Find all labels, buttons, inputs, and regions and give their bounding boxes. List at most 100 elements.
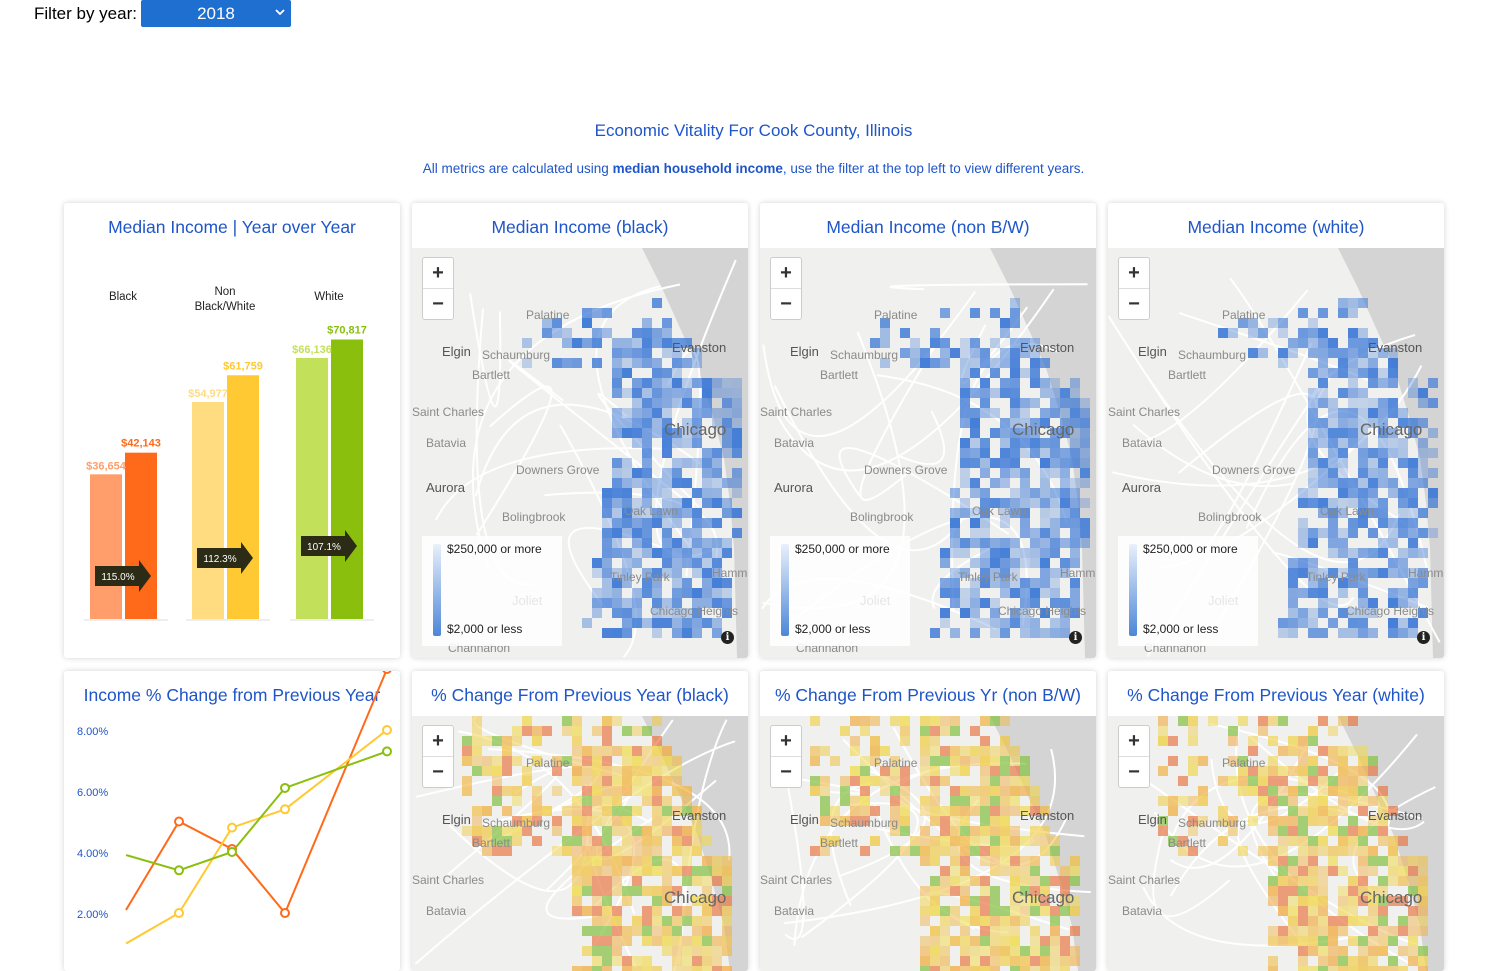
data-point[interactable] <box>227 847 237 857</box>
data-point[interactable] <box>382 671 392 674</box>
map-cell <box>502 766 512 776</box>
zoom-in-button[interactable]: + <box>780 729 792 752</box>
data-point[interactable] <box>174 865 184 876</box>
data-point[interactable] <box>280 908 290 918</box>
map-cell <box>502 746 512 756</box>
map-cell <box>662 388 672 398</box>
map-cell <box>1338 438 1348 448</box>
map-cell <box>692 896 702 906</box>
map-cell <box>1348 936 1358 946</box>
map-cell <box>930 776 940 786</box>
map-cell <box>1258 786 1268 796</box>
map-cell <box>722 438 732 448</box>
map-cell <box>1050 906 1060 916</box>
map-cell <box>1308 418 1318 428</box>
map-cell <box>502 756 512 766</box>
map-cell <box>930 628 940 638</box>
map-cell <box>712 458 722 468</box>
map-cell <box>1298 588 1308 598</box>
map-cell <box>692 866 702 876</box>
zoom-in-button[interactable]: + <box>780 261 792 284</box>
zoom-out-button[interactable]: − <box>771 756 801 787</box>
map-place-label: Downers Grove <box>516 463 600 477</box>
map-cell <box>602 906 612 916</box>
map-cell <box>1288 558 1298 568</box>
map-cell <box>702 588 712 598</box>
map-cell <box>1000 926 1010 936</box>
map-view[interactable]: Lake ZurichnquinPalatineElginSchaumburgB… <box>412 716 748 971</box>
zoom-in-button[interactable]: + <box>432 261 444 284</box>
data-point[interactable] <box>382 725 392 735</box>
map-cell <box>940 726 950 736</box>
map-cell <box>950 886 960 896</box>
zoom-control: + − <box>1118 725 1150 788</box>
value-label-current: $61,759 <box>223 360 263 372</box>
zoom-in-button[interactable]: + <box>1128 261 1140 284</box>
map-cell <box>1278 786 1288 796</box>
map-cell <box>1318 458 1328 468</box>
data-point[interactable] <box>174 816 184 827</box>
zoom-out-button[interactable]: − <box>1119 756 1149 787</box>
map-cell <box>1238 846 1248 856</box>
map-cell <box>1408 458 1418 468</box>
map-cell <box>980 966 990 971</box>
map-cell <box>950 726 960 736</box>
zoom-in-button[interactable]: + <box>432 729 444 752</box>
map-cell <box>990 816 1000 826</box>
zoom-out-button[interactable]: − <box>771 288 801 319</box>
map-cell <box>672 836 682 846</box>
map-cell <box>1030 598 1040 608</box>
map-view[interactable]: Lake ZurichnquinPalatineElginSchaumburgB… <box>1108 716 1444 971</box>
zoom-out-button[interactable]: − <box>423 756 453 787</box>
map-cell <box>642 936 652 946</box>
map-cell <box>1408 926 1418 936</box>
map-view[interactable]: Lake ZurichnquinPalatineElginSchaumburgB… <box>760 716 1096 971</box>
zoom-out-button[interactable]: − <box>423 288 453 319</box>
map-cell <box>1348 796 1358 806</box>
map-cell <box>1348 558 1358 568</box>
info-icon[interactable]: i <box>721 631 734 644</box>
map-cell <box>682 508 692 518</box>
map-cell <box>582 806 592 816</box>
map-cell <box>722 886 732 896</box>
info-icon[interactable]: i <box>1417 631 1430 644</box>
map-cell <box>672 598 682 608</box>
map-cell <box>1050 548 1060 558</box>
map-cell <box>1368 598 1378 608</box>
map-cell <box>1020 338 1030 348</box>
data-point[interactable] <box>280 782 290 793</box>
map-cell <box>1080 518 1090 528</box>
data-point[interactable] <box>227 822 237 833</box>
map-cell <box>970 946 980 956</box>
info-icon[interactable]: i <box>1069 631 1082 644</box>
map-cell <box>1318 418 1328 428</box>
map-cell <box>1408 588 1418 598</box>
zoom-in-button[interactable]: + <box>1128 729 1140 752</box>
map-cell <box>1388 588 1398 598</box>
map-cell <box>1418 926 1428 936</box>
map-cell <box>1020 548 1030 558</box>
map-cell <box>1378 966 1388 971</box>
map-cell <box>1358 328 1368 338</box>
map-cell <box>1000 568 1010 578</box>
year-select[interactable]: 2018 <box>140 0 291 27</box>
road <box>1169 805 1374 897</box>
map-cell <box>930 876 940 886</box>
map-cell <box>1308 806 1318 816</box>
map-cell <box>1418 528 1428 538</box>
map-cell <box>672 578 682 588</box>
map-cell <box>1070 378 1080 388</box>
map-view[interactable]: Lake ZurichnquinPalatineElginSchaumburgB… <box>412 248 748 658</box>
zoom-out-button[interactable]: − <box>1119 288 1149 319</box>
map-cell <box>682 826 692 836</box>
map-cell <box>960 786 970 796</box>
data-point[interactable] <box>174 908 184 918</box>
data-point[interactable] <box>382 746 392 757</box>
map-cell <box>622 846 632 856</box>
map-cell <box>1268 846 1278 856</box>
map-view[interactable]: Lake ZurichnquinPalatineElginSchaumburgB… <box>760 248 1096 658</box>
data-point[interactable] <box>280 804 290 815</box>
map-cell <box>1298 538 1308 548</box>
map-view[interactable]: Lake ZurichnquinPalatineElginSchaumburgB… <box>1108 248 1444 658</box>
map-cell <box>860 776 870 786</box>
